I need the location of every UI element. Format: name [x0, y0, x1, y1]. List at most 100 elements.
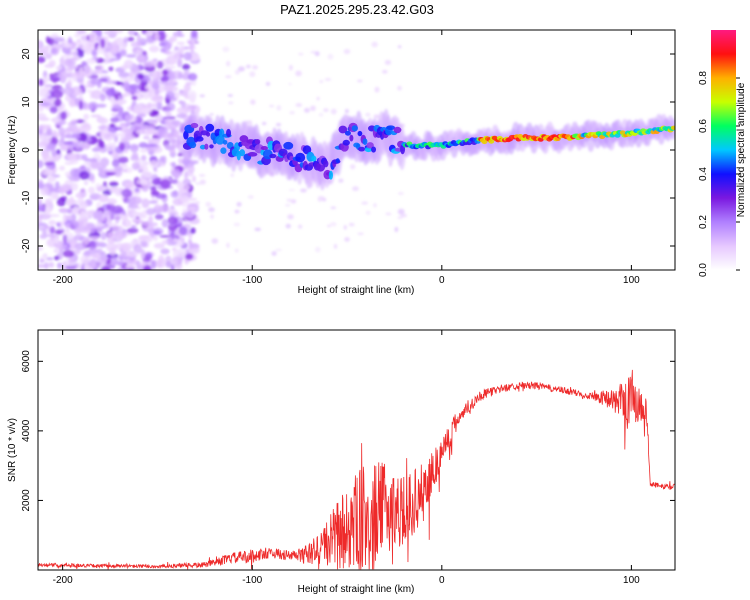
noise-blob [49, 106, 58, 114]
noise-blob [124, 114, 133, 122]
noise-speck [209, 113, 214, 116]
noise-blob [62, 87, 75, 95]
noise-blob [188, 171, 194, 177]
ridge-blob [269, 153, 277, 159]
noise-blob [188, 90, 197, 101]
noise-blob [101, 70, 109, 74]
noise-blob [90, 162, 103, 169]
noise-blob [146, 119, 158, 124]
noise-blob [130, 197, 141, 206]
noise-speck [233, 222, 241, 227]
noise-blob [130, 224, 137, 229]
noise-blob [123, 147, 129, 154]
noise-blob [122, 219, 132, 228]
noise-blob [118, 71, 130, 78]
noise-blob [110, 96, 116, 105]
noise-blob [85, 39, 96, 47]
noise-blob [188, 243, 200, 249]
noise-speck [330, 206, 337, 209]
noise-blob [178, 157, 183, 165]
noise-blob [104, 54, 110, 61]
ridge-blob [220, 147, 227, 154]
noise-blob [104, 80, 117, 85]
noise-blob [170, 79, 177, 84]
noise-blob [99, 93, 106, 102]
noise-speck [210, 214, 214, 219]
noise-blob [187, 206, 197, 211]
noise-blob [156, 259, 162, 269]
noise-blob [65, 228, 70, 233]
noise-blob [60, 111, 67, 121]
noise-blob [120, 64, 129, 70]
ridge-blob [393, 126, 402, 134]
noise-speck [227, 94, 234, 97]
noise-blob [54, 255, 60, 261]
x-tick-label: -200 [53, 275, 73, 286]
noise-speck [249, 71, 256, 78]
snr-frame [37, 329, 676, 571]
noise-blob [133, 66, 140, 76]
noise-speck [208, 207, 215, 213]
noise-blob [99, 170, 109, 177]
noise-speck [397, 45, 402, 49]
noise-speck [298, 224, 303, 229]
noise-blob [116, 51, 122, 60]
ridge-blob [247, 152, 258, 157]
noise-blob [80, 229, 88, 234]
noise-blob [45, 136, 52, 143]
noise-blob [81, 101, 88, 110]
noise-blob [138, 142, 148, 149]
noise-blob [142, 221, 154, 227]
noise-blob [166, 208, 177, 214]
noise-blob [178, 226, 188, 236]
x-tick-label: 100 [623, 575, 640, 586]
noise-blob [50, 89, 63, 99]
noise-blob [45, 257, 54, 261]
colorbar-ticks: 0.0 0.2 0.4 0.6 0.8 [698, 71, 740, 277]
noise-blob [142, 92, 150, 100]
noise-blob [47, 184, 54, 189]
noise-speck [261, 121, 267, 126]
noise-blob [113, 127, 123, 131]
y-tick-label: -20 [21, 238, 32, 253]
noise-blob [48, 219, 56, 226]
ridge-blob [342, 139, 350, 146]
noise-blob [106, 242, 117, 252]
noise-blob [125, 121, 131, 127]
noise-blob [41, 168, 53, 176]
noise-blob [154, 214, 164, 220]
noise-blob [152, 94, 164, 104]
noise-blob [155, 193, 167, 199]
noise-blob [90, 259, 96, 270]
noise-blob [109, 186, 121, 194]
noise-blob [109, 123, 116, 128]
noise-blob [108, 66, 114, 72]
ridge-blob [222, 139, 228, 145]
noise-blob [56, 148, 61, 155]
x-tick-label: -200 [53, 575, 73, 586]
noise-blob [116, 267, 126, 270]
noise-blob [124, 133, 136, 141]
noise-blob [162, 69, 169, 76]
noise-blob [137, 73, 145, 80]
noise-blob [113, 132, 125, 137]
noise-blob [170, 264, 175, 270]
noise-blob [153, 234, 158, 242]
noise-blob [45, 206, 51, 216]
noise-speck [269, 105, 275, 108]
noise-blob [83, 265, 89, 270]
ridge-blob [338, 125, 348, 134]
noise-blob [38, 50, 45, 55]
colorbar-tick-label: 0.8 [698, 71, 709, 85]
noise-blob [145, 252, 152, 257]
noise-blob [141, 209, 148, 219]
noise-speck [226, 242, 230, 248]
noise-blob [90, 78, 102, 86]
noise-blob [162, 155, 167, 164]
noise-blob [110, 117, 119, 123]
noise-speck [350, 222, 355, 227]
noise-blob [136, 33, 141, 44]
noise-blob [142, 161, 150, 165]
noise-blob [181, 211, 193, 218]
noise-speck [357, 79, 363, 83]
